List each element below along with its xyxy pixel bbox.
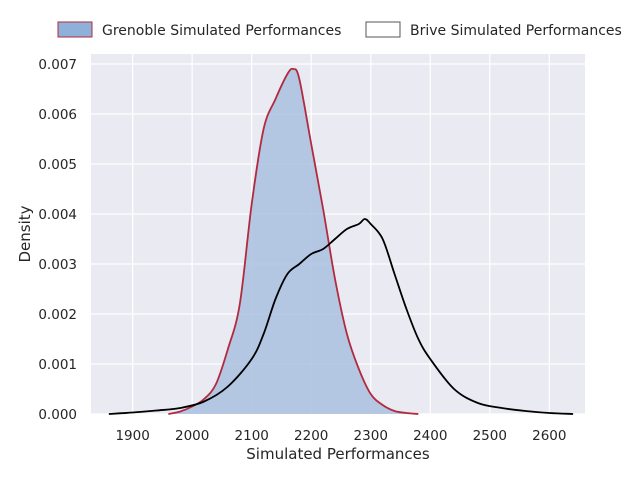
legend-label-grenoble: Grenoble Simulated Performances bbox=[102, 23, 341, 39]
y-axis-label: Density bbox=[16, 205, 34, 262]
grenoble-density-line bbox=[168, 67, 419, 415]
x-tick-label: 2200 bbox=[294, 428, 328, 444]
y-tick-label: 0.001 bbox=[38, 357, 77, 373]
y-tick-label: 0.004 bbox=[38, 207, 77, 223]
x-tick-label: 2300 bbox=[354, 428, 388, 444]
legend-swatch-grenoble bbox=[57, 21, 93, 38]
x-tick-label: 2100 bbox=[235, 428, 269, 444]
legend-swatch-brive bbox=[365, 21, 401, 38]
y-tick-label: 0.000 bbox=[38, 407, 77, 423]
legend: Grenoble Simulated Performances Brive Si… bbox=[57, 21, 622, 39]
x-tick-label: 2400 bbox=[413, 428, 447, 444]
brive-density-line bbox=[108, 218, 574, 415]
grenoble-density-area bbox=[168, 68, 419, 415]
series-layer bbox=[108, 67, 574, 415]
y-axis-ticks: 0.000 0.001 0.002 0.003 0.004 0.005 0.006 0.007 bbox=[38, 57, 77, 423]
y-tick-label: 0.005 bbox=[38, 157, 77, 173]
x-tick-label: 1900 bbox=[115, 428, 149, 444]
y-tick-label: 0.002 bbox=[38, 307, 77, 323]
y-tick-label: 0.003 bbox=[38, 257, 77, 273]
x-axis-label: Simulated Performances bbox=[246, 445, 430, 463]
x-tick-label: 2000 bbox=[175, 428, 209, 444]
legend-label-brive: Brive Simulated Performances bbox=[410, 23, 622, 39]
y-tick-label: 0.006 bbox=[38, 107, 77, 123]
x-tick-label: 2600 bbox=[532, 428, 566, 444]
x-axis-ticks: 1900 2000 2100 2200 2300 2400 2500 2600 bbox=[115, 428, 566, 444]
x-tick-label: 2500 bbox=[473, 428, 507, 444]
y-tick-label: 0.007 bbox=[38, 57, 77, 73]
